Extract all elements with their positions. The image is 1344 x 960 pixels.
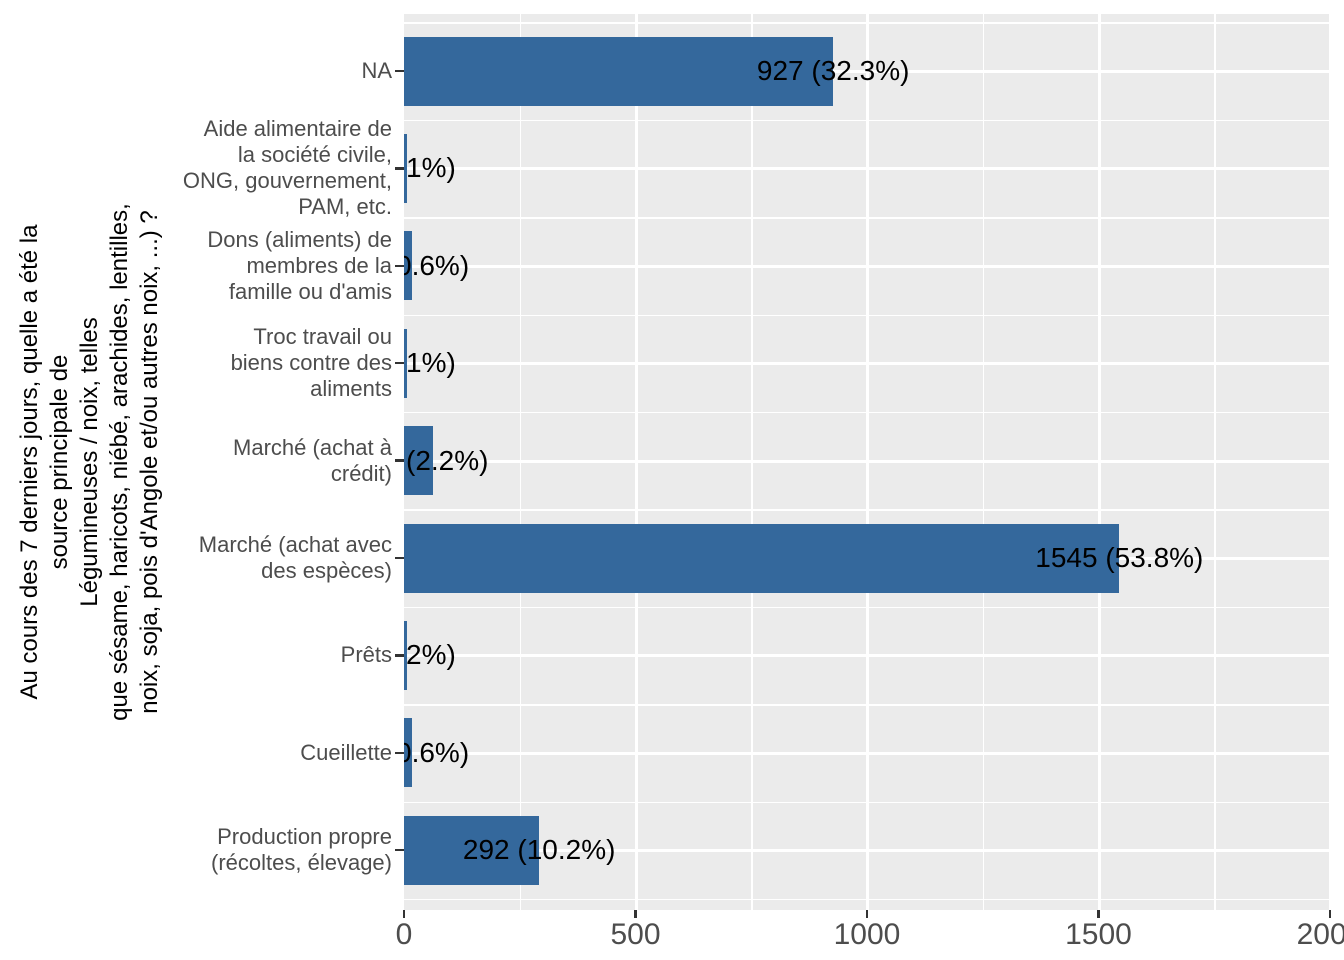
x-tick-label: 500: [610, 918, 661, 951]
bar-value-label: 0.6%): [404, 736, 470, 768]
bar-8: [404, 718, 412, 788]
gridline-minor-horizontal: [404, 606, 1330, 609]
y-tick-mark: [395, 167, 404, 170]
category-label: Production propre (récoltes, élevage): [211, 824, 392, 876]
x-tick-mark: [402, 910, 406, 918]
gridline-major-horizontal: [404, 362, 1330, 366]
y-tick-mark: [395, 654, 404, 657]
gridline-major-horizontal: [404, 264, 1330, 268]
x-tick-mark: [865, 910, 869, 918]
x-tick-label: 1000: [833, 918, 901, 951]
bar-5: [404, 426, 434, 496]
bar-value-label: 0.6%): [404, 249, 470, 281]
gridline-major-horizontal: [404, 751, 1330, 755]
gridline-major-horizontal: [404, 849, 1330, 853]
gridline-minor-horizontal: [404, 898, 1330, 901]
x-tick-label: 2000: [1296, 918, 1344, 951]
category-label: Dons (aliments) de membres de la famille…: [207, 226, 392, 304]
category-label: Prêts: [340, 642, 392, 668]
category-label: Marché (achat à crédit): [233, 434, 392, 486]
bar-value-label: 927 (32.3%): [756, 55, 910, 86]
bar-value-label: 1%): [406, 347, 456, 379]
gridline-major-horizontal: [404, 654, 1330, 658]
y-tick-mark: [395, 264, 404, 268]
plot-panel: 927 (32.3%) 1%) 0.6%) 1%) (2.2%) 1545 (53.8%)…: [404, 14, 1330, 910]
bar-6: [404, 523, 1120, 593]
category-label: Marché (achat avec des espèces): [198, 532, 392, 583]
bar-value-label: (2.2%): [406, 444, 489, 476]
gridline-minor-horizontal: [404, 509, 1330, 511]
bar-1: [404, 36, 834, 106]
bar-3: [404, 231, 412, 301]
gridline-minor-horizontal: [404, 801, 1330, 803]
x-tick-label: 0: [395, 918, 413, 951]
bar-value-label: 292 (10.2%): [462, 834, 616, 866]
x-tick-mark: [1328, 910, 1332, 918]
category-label: Cueillette: [300, 739, 392, 765]
gridline-minor-horizontal: [404, 22, 1330, 24]
category-label: NA: [361, 58, 392, 83]
x-tick-mark: [634, 910, 637, 918]
gridline-minor-horizontal: [404, 704, 1330, 706]
bar-value-label: 1%): [406, 152, 456, 184]
gridline-minor-horizontal: [404, 411, 1330, 414]
bar-9: [404, 815, 540, 885]
bar-2: [404, 133, 407, 203]
category-label: Troc travail ou biens contre des aliment…: [230, 324, 392, 402]
gridline-minor-horizontal: [404, 314, 1330, 316]
y-tick-mark: [395, 69, 404, 73]
y-tick-mark: [395, 848, 404, 852]
bar-value-label: 2%): [406, 639, 456, 671]
y-tick-mark: [395, 459, 404, 462]
bar-4: [404, 328, 407, 398]
gridline-major-horizontal: [404, 167, 1330, 171]
gridline-minor-horizontal: [404, 119, 1330, 122]
x-tick-mark: [1097, 910, 1100, 918]
y-tick-mark: [395, 361, 404, 365]
x-tick-label: 1500: [1065, 918, 1132, 951]
gridline-major-horizontal: [404, 459, 1330, 463]
bar-7: [404, 620, 407, 690]
bar-value-label: 1545 (53.8%): [1035, 542, 1204, 573]
gridline-minor-horizontal: [404, 217, 1330, 219]
y-tick-mark: [395, 751, 404, 755]
gridline-major-horizontal: [404, 70, 1330, 73]
category-label: Aide alimentaire de la société civile, O…: [182, 116, 392, 220]
y-tick-mark: [395, 556, 404, 560]
